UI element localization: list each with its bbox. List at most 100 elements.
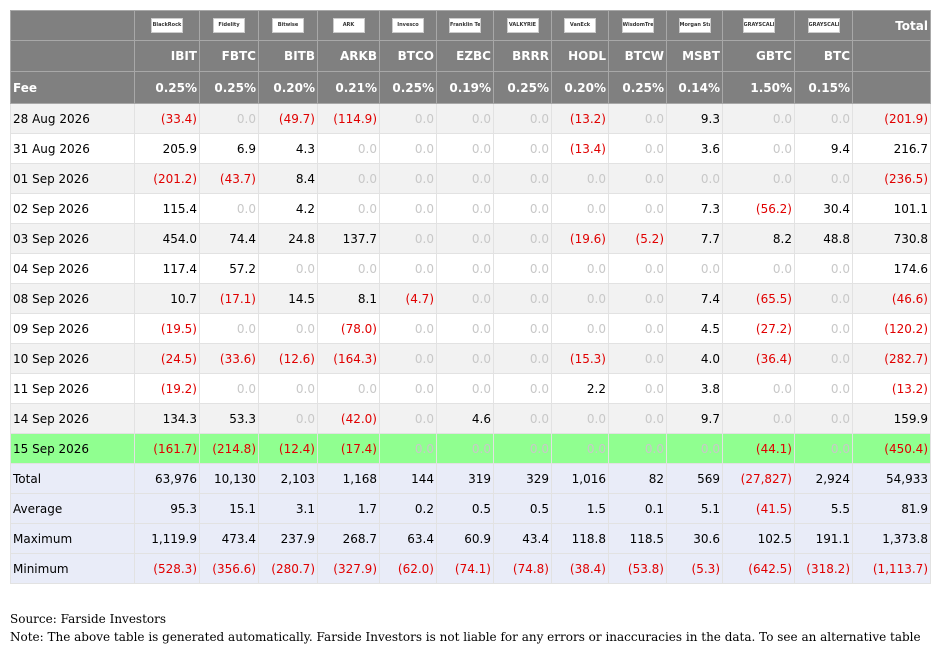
flow: 0.0 <box>379 253 437 284</box>
logo-cell: ARK <box>317 10 380 41</box>
ticker: BRRR <box>493 40 552 72</box>
logo: GRAYSCALE <box>807 18 840 33</box>
summary-value: 102.5 <box>722 523 795 554</box>
flow: (33.6) <box>199 343 259 374</box>
ticker: IBIT <box>134 40 200 72</box>
logo: Fidelity <box>213 18 245 33</box>
logo: VALKYRIE <box>506 18 539 33</box>
logo-cell: Morgan Stanley <box>666 10 723 41</box>
summary-value: 1,016 <box>551 463 609 494</box>
summary-value: 63.4 <box>379 523 437 554</box>
summary-value: 43.4 <box>493 523 552 554</box>
fee: 0.19% <box>436 71 494 104</box>
flow: 0.0 <box>493 253 552 284</box>
flow: 137.7 <box>317 223 380 254</box>
flow: (19.5) <box>134 313 200 344</box>
summary-label: Maximum <box>10 523 135 554</box>
header-cell <box>10 10 135 41</box>
flow: 134.3 <box>134 403 200 434</box>
flow: 0.0 <box>317 253 380 284</box>
flow: (13.4) <box>551 133 609 164</box>
flow: 0.0 <box>493 283 552 314</box>
ticker: ARKB <box>317 40 380 72</box>
flow: 0.0 <box>608 103 667 134</box>
flow: 0.0 <box>258 253 318 284</box>
flow: (36.4) <box>722 343 795 374</box>
flow: (282.7) <box>852 343 931 374</box>
summary-value: 237.9 <box>258 523 318 554</box>
fee: 0.25% <box>134 71 200 104</box>
flow: 0.0 <box>436 133 494 164</box>
flow: 0.0 <box>436 373 494 404</box>
fee: 0.25% <box>199 71 259 104</box>
fee-label: Fee <box>10 71 135 104</box>
flow: 0.0 <box>379 403 437 434</box>
flow: 0.0 <box>551 163 609 194</box>
summary-value: (327.9) <box>317 553 380 584</box>
flow: 0.0 <box>379 223 437 254</box>
summary-value: 81.9 <box>852 493 931 524</box>
summary-value: (318.2) <box>794 553 853 584</box>
flow: 0.0 <box>608 433 667 464</box>
summary-value: 268.7 <box>317 523 380 554</box>
summary-value: (74.8) <box>493 553 552 584</box>
ticker-row: IBIT FBTC BITB ARKB BTCO EZBC BRRR HODL BTCW MSBT… <box>10 40 931 72</box>
data-row: 14 Sep 2026 134.3 53.3 0.0 (42.0) 0.0 4.6 0.0 0.… <box>10 403 931 434</box>
flow: 0.0 <box>794 373 853 404</box>
flow: (65.5) <box>722 283 795 314</box>
header-row: BlackRock Fidelity Bitwise ARK Invesco Frankl… <box>10 10 931 41</box>
flow: 0.0 <box>794 403 853 434</box>
flow: (24.5) <box>134 343 200 374</box>
summary-value: (41.5) <box>722 493 795 524</box>
date: 09 Sep 2026 <box>10 313 135 344</box>
flow: 0.0 <box>794 163 853 194</box>
summary-value: 0.5 <box>493 493 552 524</box>
summary-value: 82 <box>608 463 667 494</box>
logo-cell: Invesco <box>379 10 437 41</box>
flow: 0.0 <box>436 103 494 134</box>
flow: 9.3 <box>666 103 723 134</box>
logo-cell: BlackRock <box>134 10 200 41</box>
flow: 3.6 <box>666 133 723 164</box>
fee: 0.21% <box>317 71 380 104</box>
logo: Morgan Stanley <box>678 18 711 33</box>
flow: 8.1 <box>317 283 380 314</box>
flow: 0.0 <box>199 103 259 134</box>
summary-value: 329 <box>493 463 552 494</box>
flow: 0.0 <box>608 193 667 224</box>
date: 15 Sep 2026 <box>10 433 135 464</box>
summary-value: 118.5 <box>608 523 667 554</box>
summary-value: (1,113.7) <box>852 553 931 584</box>
flow: 101.1 <box>852 193 931 224</box>
summary-row: Average 95.3 15.1 3.1 1.7 0.2 0.5 0.5 1.5 0.1 5.1(… <box>10 493 931 524</box>
flow: 0.0 <box>258 373 318 404</box>
data-row: 02 Sep 2026 115.4 0.0 4.2 0.0 0.0 0.0 0.0 0.0 0.0… <box>10 193 931 224</box>
logo-cell: Bitwise <box>258 10 318 41</box>
flow: 0.0 <box>493 193 552 224</box>
date: 03 Sep 2026 <box>10 223 135 254</box>
flow: 205.9 <box>134 133 200 164</box>
flow: 0.0 <box>379 133 437 164</box>
summary-value: 10,130 <box>199 463 259 494</box>
flow: 0.0 <box>493 343 552 374</box>
date: 31 Aug 2026 <box>10 133 135 164</box>
logo-cell: Franklin Templeton <box>436 10 494 41</box>
flow: 0.0 <box>493 373 552 404</box>
flow: 0.0 <box>379 373 437 404</box>
summary-value: 63,976 <box>134 463 200 494</box>
flow: 0.0 <box>379 163 437 194</box>
source: Source: Farside Investors <box>10 612 167 626</box>
flow: 0.0 <box>666 253 723 284</box>
flow: 3.8 <box>666 373 723 404</box>
date: 02 Sep 2026 <box>10 193 135 224</box>
flow: 48.8 <box>794 223 853 254</box>
flow: 0.0 <box>379 343 437 374</box>
summary-value: 5.1 <box>666 493 723 524</box>
flow: (12.4) <box>258 433 318 464</box>
ticker: BTCO <box>379 40 437 72</box>
summary-value: 1,168 <box>317 463 380 494</box>
flow: 0.0 <box>379 313 437 344</box>
flow: 0.0 <box>722 373 795 404</box>
flow: 0.0 <box>258 403 318 434</box>
fee: 0.25% <box>493 71 552 104</box>
